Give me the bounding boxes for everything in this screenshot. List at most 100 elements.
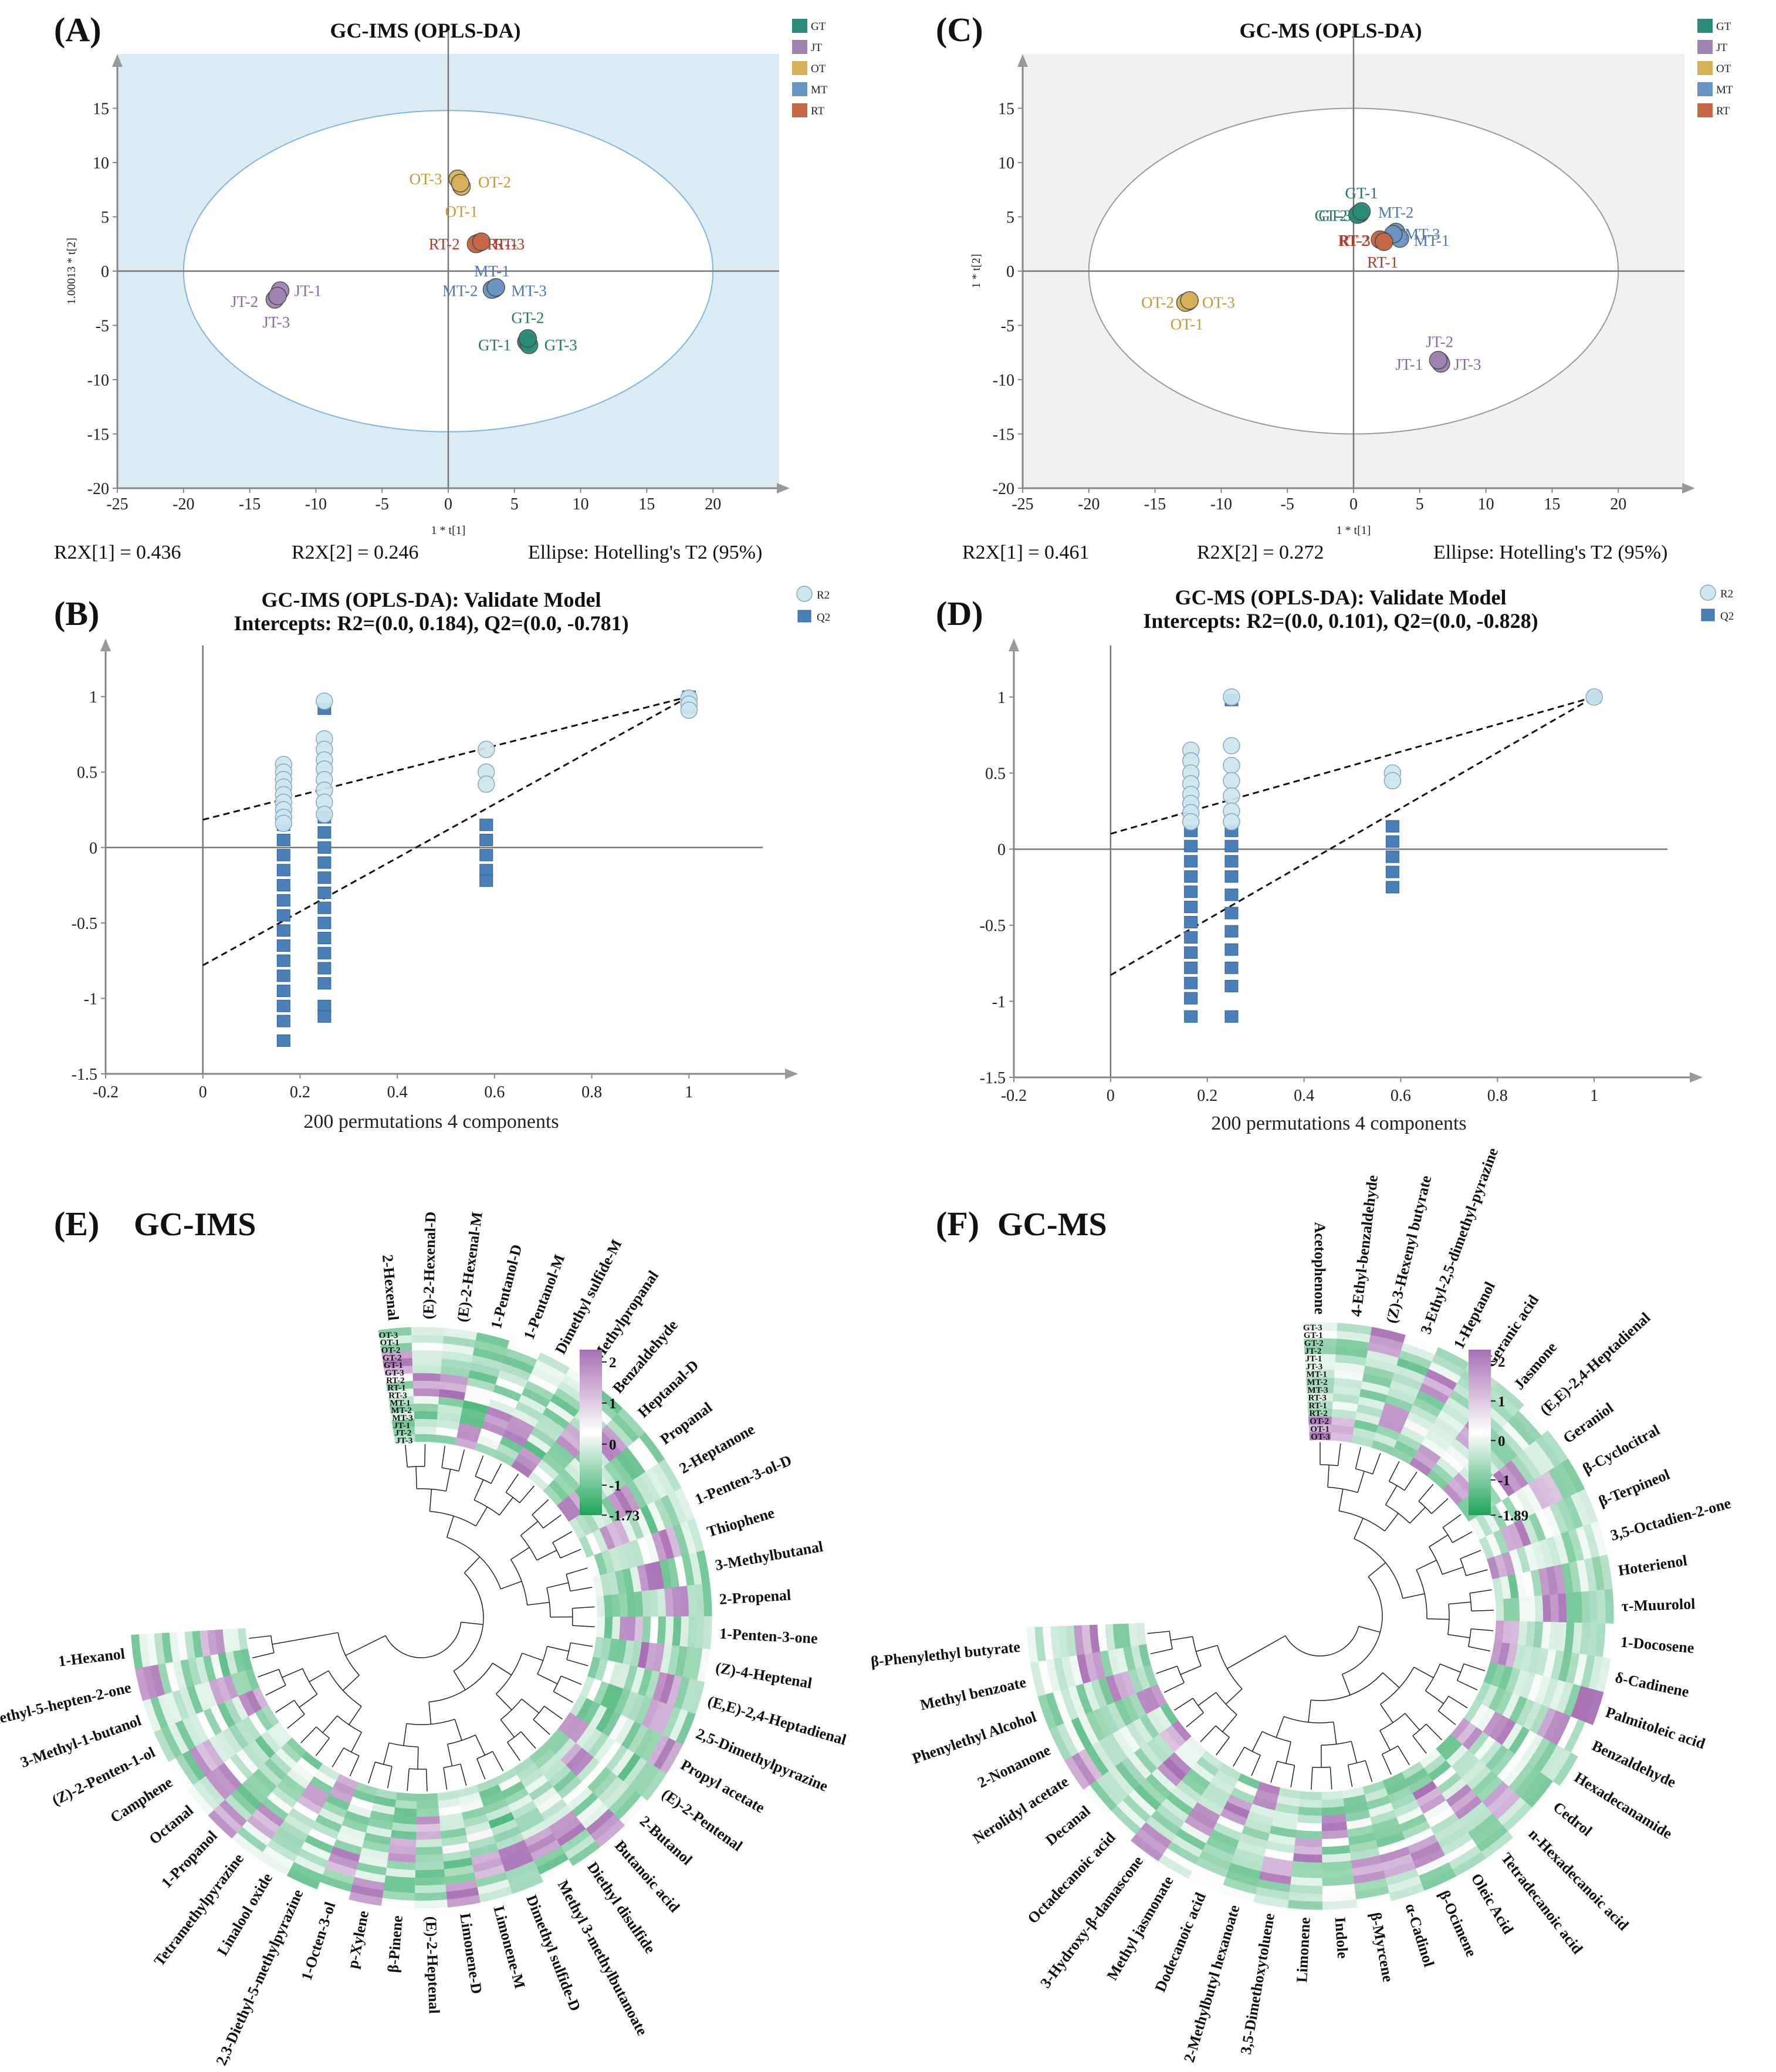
heatmap-cell [1120, 1623, 1131, 1648]
heatmap-cell [435, 1434, 458, 1445]
heatmap-cell [672, 1616, 682, 1647]
heatmap-cell [652, 1643, 665, 1673]
heatmap-cell [1293, 1845, 1322, 1855]
heatmap-cell [222, 1629, 234, 1653]
panel-f-label: (F) [936, 1205, 979, 1243]
heatmap-cell [605, 1745, 628, 1773]
heatmap-cell [464, 1392, 492, 1407]
dendrogram-branch [519, 1485, 535, 1503]
q2-point [1184, 885, 1198, 898]
heatmap-cell [1050, 1626, 1062, 1659]
heatmap-cell [1511, 1597, 1520, 1622]
heatmap-cell [594, 1819, 625, 1848]
heatmap-cell [563, 1495, 583, 1519]
dendrogram-branch [1431, 1498, 1449, 1514]
heatmap-cell [224, 1698, 242, 1725]
heatmap-cell [1440, 1832, 1473, 1856]
heatmap-cell [1373, 1824, 1402, 1841]
heatmap-cell [1500, 1576, 1511, 1600]
heatmap-cell [413, 1899, 448, 1909]
heatmap-cell [1501, 1693, 1521, 1720]
x-tick-label: -10 [1210, 495, 1232, 513]
heatmap-cell [1463, 1700, 1482, 1723]
dendrogram-arc [552, 1542, 561, 1559]
heatmap-cell [515, 1453, 538, 1472]
heatmap-cell [611, 1617, 621, 1640]
heatmap-cell [468, 1370, 499, 1385]
heatmap-cell [1554, 1462, 1578, 1497]
q2-point [479, 874, 493, 887]
heatmap-cell [664, 1587, 674, 1617]
heatmap-cell [498, 1774, 522, 1792]
heatmap-cell [1261, 1855, 1293, 1870]
heatmap-cell [543, 1759, 567, 1782]
panel-d-label: (D) [936, 594, 983, 633]
heatmap-cell [335, 1831, 364, 1848]
heatmap-cell [1421, 1436, 1447, 1458]
heatmap-cell [252, 1686, 269, 1709]
heatmap-cell [593, 1736, 615, 1763]
dendrogram-branch [1355, 1447, 1362, 1469]
r2-regression-line [202, 695, 689, 821]
heatmap-cell [224, 1794, 252, 1821]
heatmap-cell [313, 1769, 337, 1788]
heatmap-cell [1561, 1458, 1585, 1493]
heatmap-cell [1136, 1623, 1146, 1645]
heatmap-cell [1590, 1521, 1608, 1557]
heatmap-cell [519, 1446, 543, 1466]
heatmap-cell [472, 1857, 503, 1873]
heatmap-cell [571, 1792, 598, 1818]
heatmap-cell [1108, 1766, 1135, 1796]
heatmap-cell [462, 1814, 489, 1828]
heatmap-cell [600, 1684, 617, 1709]
dendrogram-branch [429, 1489, 432, 1512]
heatmap-cell [1034, 1627, 1046, 1662]
heatmap-cell [1531, 1781, 1560, 1814]
heatmap-cell [416, 1793, 438, 1802]
heatmap-cell [1507, 1523, 1524, 1550]
heatmap-cell [283, 1813, 312, 1836]
heatmap-cell [1160, 1797, 1189, 1823]
q2-point [317, 886, 331, 899]
heatmap-cell [230, 1672, 246, 1696]
dendrogram-arc [533, 1706, 545, 1720]
heatmap-cell [671, 1586, 682, 1617]
heatmap-cell [496, 1443, 520, 1461]
heatmap-cell [1497, 1797, 1527, 1827]
heatmap-cell [1523, 1543, 1539, 1572]
x-tick-label: 0.6 [1391, 1087, 1411, 1105]
heatmap-cell [1570, 1492, 1591, 1527]
heatmap-cell [292, 1801, 319, 1822]
q2-point [479, 864, 493, 877]
heatmap-cell [150, 1664, 165, 1697]
heatmap-cell [437, 1797, 461, 1809]
heatmap-cell [1107, 1648, 1121, 1675]
heatmap-cell [1321, 1790, 1344, 1800]
heatmap-cell [1496, 1754, 1522, 1782]
heatmap-cell [266, 1791, 293, 1815]
dendrogram-branch [522, 1652, 543, 1661]
dendrogram-branch [1416, 1560, 1437, 1570]
x-tick-label: 1 [1590, 1087, 1598, 1105]
heatmap-cell [1095, 1774, 1123, 1806]
heatmap-cell [481, 1420, 507, 1437]
heatmap-cell [537, 1352, 571, 1375]
heatmap-cell [639, 1471, 662, 1503]
heatmap-cell [637, 1536, 652, 1566]
heatmap-cell [1557, 1593, 1567, 1623]
heatmap-cell [476, 1879, 510, 1895]
heatmap-cell [384, 1867, 415, 1878]
heatmap-cell [1097, 1676, 1115, 1706]
heatmap-cell [414, 1869, 445, 1878]
dendrogram-branch [1156, 1665, 1178, 1674]
heatmap-cell [1175, 1780, 1202, 1803]
dendrogram-branch [1413, 1667, 1434, 1678]
heatmap-cell [1536, 1707, 1557, 1739]
dendrogram-branch [443, 1767, 448, 1790]
heatmap-cell [614, 1718, 635, 1746]
dendrogram-branch [1425, 1690, 1444, 1704]
heatmap-cell [1456, 1755, 1480, 1779]
heatmap-cell [560, 1743, 583, 1766]
legend-label-jt: JT [1716, 42, 1727, 54]
score-point-label-jt-1: JT-1 [294, 282, 322, 299]
